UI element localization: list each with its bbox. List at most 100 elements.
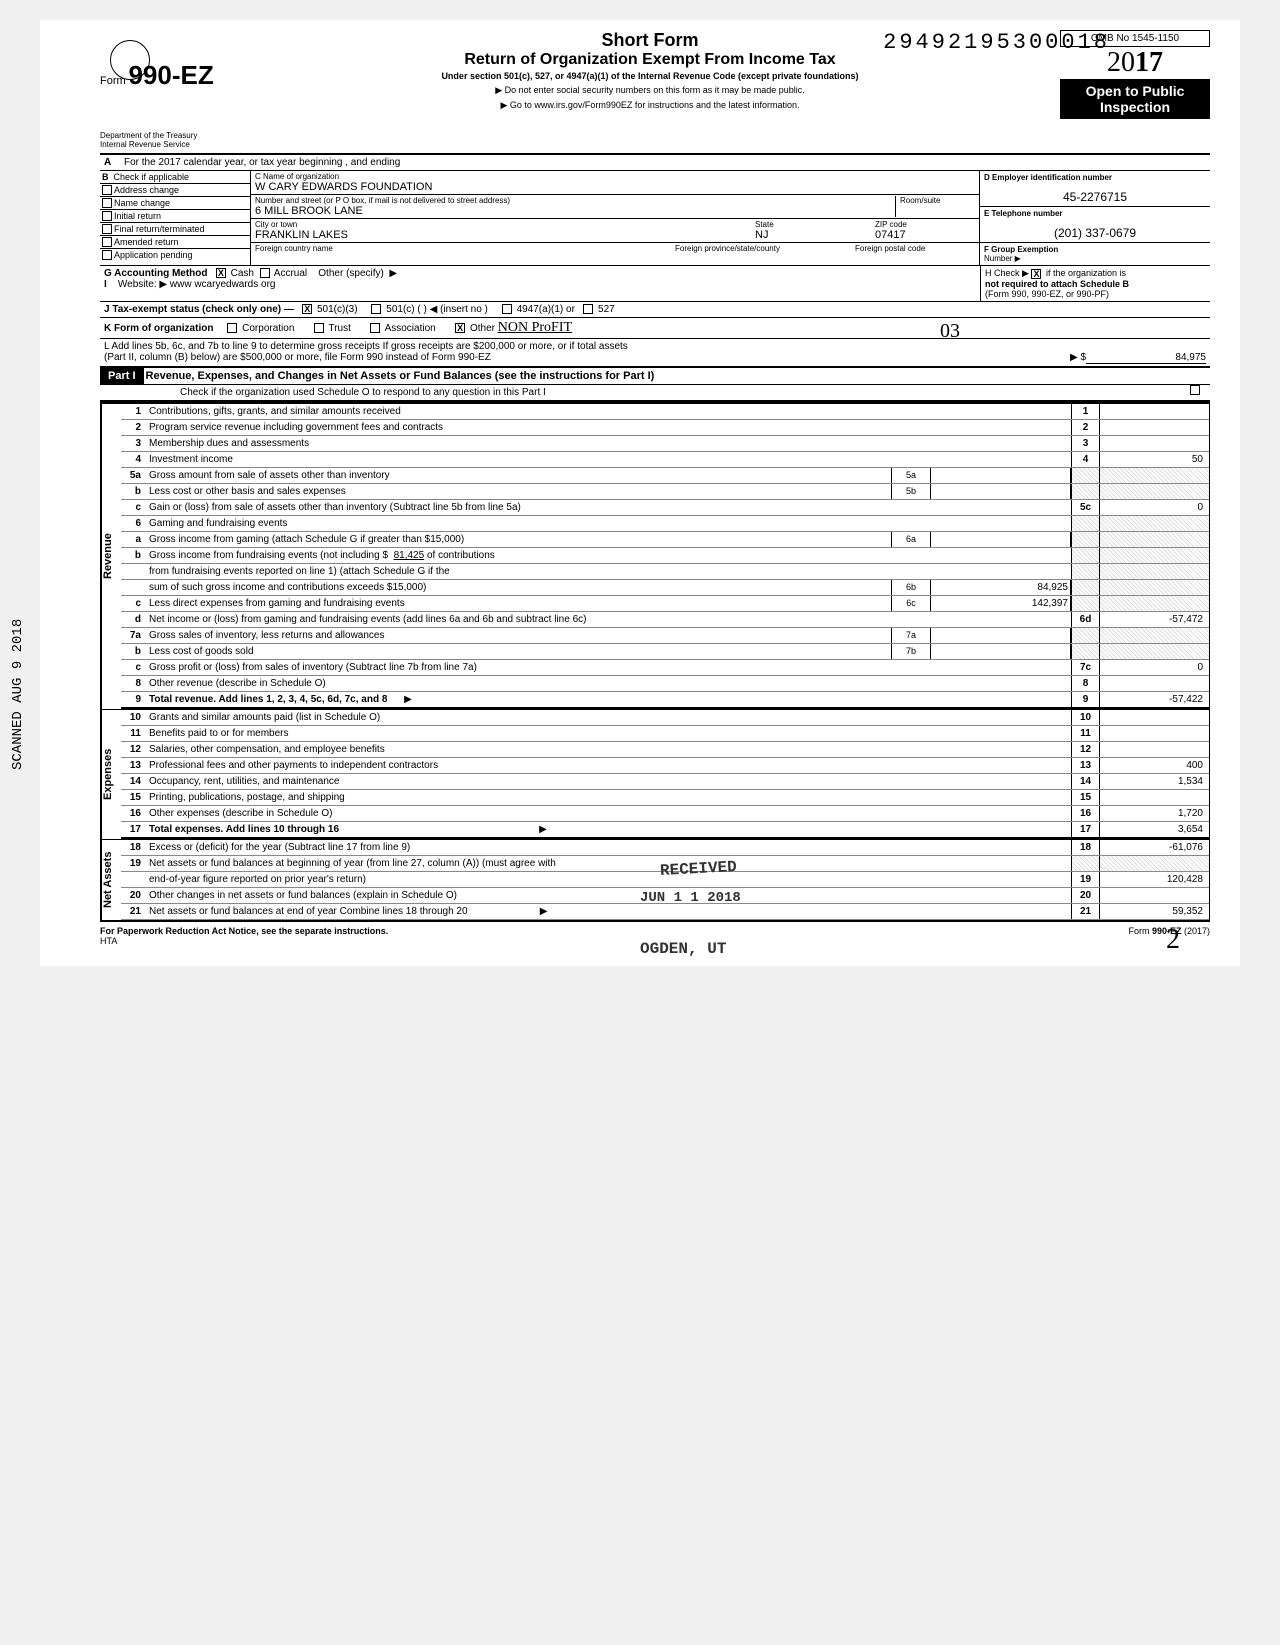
checkbox-accrual[interactable]	[260, 268, 270, 278]
checkbox-address-change[interactable]	[102, 185, 112, 195]
checkbox-final[interactable]	[102, 224, 112, 234]
revenue-section: Revenue 1Contributions, gifts, grants, a…	[100, 402, 1210, 710]
line-18-text: Excess or (deficit) for the year (Subtra…	[145, 840, 1071, 855]
j-4947: 4947(a)(1) or	[517, 304, 575, 315]
e-label: E Telephone number	[984, 209, 1206, 218]
part1-header-row: Part I Revenue, Expenses, and Changes in…	[100, 368, 1210, 385]
line-13-text: Professional fees and other payments to …	[145, 758, 1071, 773]
city-label: City or town	[255, 220, 755, 229]
checkbox-501c[interactable]	[371, 304, 381, 314]
l-text2: (Part II, column (B) below) are $500,000…	[104, 352, 1070, 364]
checkbox-assoc[interactable]	[370, 323, 380, 333]
section-h: H Check ▶ if the organization is not req…	[980, 266, 1210, 301]
g-other: Other (specify)	[318, 268, 384, 279]
f-label: F Group Exemption	[984, 245, 1206, 254]
h-t2: if the organization is	[1046, 268, 1126, 278]
inspection-text: Inspection	[1100, 99, 1170, 115]
stamp-date: JUN 1 1 2018	[640, 890, 741, 906]
cb-amended: Amended return	[114, 237, 179, 247]
line-a: A For the 2017 calendar year, or tax yea…	[100, 155, 1210, 171]
footer-hta: HTA	[100, 936, 117, 946]
checkbox-schedule-o[interactable]	[1190, 385, 1200, 395]
line-11-text: Benefits paid to or for members	[145, 726, 1071, 741]
line-5b-text: Less cost or other basis and sales expen…	[145, 484, 891, 499]
g-label: G Accounting Method	[104, 268, 208, 279]
stamp-ogden: OGDEN, UT	[640, 940, 726, 958]
line-j: J Tax-exempt status (check only one) — 5…	[100, 302, 1210, 318]
line-15-text: Printing, publications, postage, and shi…	[145, 790, 1071, 805]
checkbox-h[interactable]	[1031, 269, 1041, 279]
checkbox-527[interactable]	[583, 304, 593, 314]
k-handwritten: NON ProFIT	[498, 320, 572, 335]
line-1-text: Contributions, gifts, grants, and simila…	[145, 404, 1071, 419]
check-b-label: Check if applicable	[114, 172, 190, 182]
dln-number: 29492195300018	[883, 30, 1110, 55]
line-13-val: 400	[1099, 758, 1209, 773]
street-label: Number and street (or P O box, if mail i…	[255, 196, 895, 205]
handwritten-2: 2	[1166, 924, 1180, 956]
checkbox-cash[interactable]	[216, 268, 226, 278]
line-5c-val: 0	[1099, 500, 1209, 515]
line-16-text: Other expenses (describe in Schedule O)	[145, 806, 1071, 821]
j-501c3: 501(c)(3)	[317, 304, 358, 315]
fp-label: Foreign province/state/county	[675, 244, 855, 253]
line-6b-text: Gross income from fundraising events (no…	[145, 548, 1071, 563]
line-7b-text: Less cost of goods sold	[145, 644, 891, 659]
line-8-text: Other revenue (describe in Schedule O)	[145, 676, 1071, 691]
zip-label: ZIP code	[875, 220, 975, 229]
checkbox-4947[interactable]	[502, 304, 512, 314]
footer-left: For Paperwork Reduction Act Notice, see …	[100, 926, 388, 936]
line-12-text: Salaries, other compensation, and employ…	[145, 742, 1071, 757]
warning-text: Do not enter social security numbers on …	[505, 85, 805, 95]
line-9-val: -57,422	[1099, 692, 1209, 707]
expenses-section: Expenses 10Grants and similar amounts pa…	[100, 710, 1210, 840]
title-warning: ▶ Do not enter social security numbers o…	[250, 85, 1050, 96]
h-t3: not required to attach Schedule B	[985, 279, 1129, 289]
line-5a-text: Gross amount from sale of assets other t…	[145, 468, 891, 483]
col-c: C Name of organization W CARY EDWARDS FO…	[250, 171, 980, 265]
cb-pending: Application pending	[114, 250, 193, 260]
line-18-val: -61,076	[1099, 840, 1209, 855]
line-19a-text: Net assets or fund balances at beginning…	[145, 856, 1071, 871]
j-501c: 501(c) ( ) ◀ (insert no )	[386, 304, 488, 315]
col-def: D Employer identification number 45-2276…	[980, 171, 1210, 265]
checkbox-amended[interactable]	[102, 237, 112, 247]
checkbox-corp[interactable]	[227, 323, 237, 333]
checkbox-name-change[interactable]	[102, 198, 112, 208]
fc-label: Foreign country name	[255, 244, 675, 253]
line-7c-text: Gross profit or (loss) from sales of inv…	[145, 660, 1071, 675]
line-6a-text: Gross income from gaming (attach Schedul…	[145, 532, 891, 547]
checkbox-pending[interactable]	[102, 250, 112, 260]
h-t4: (Form 990, 990-EZ, or 990-PF)	[985, 289, 1109, 299]
line-6b-contrib: 81,425	[394, 550, 425, 561]
i-label: Website: ▶	[118, 279, 167, 290]
line-9-text: Total revenue. Add lines 1, 2, 3, 4, 5c,…	[149, 694, 387, 705]
line-20-text: Other changes in net assets or fund bala…	[145, 888, 1071, 903]
g-accrual: Accrual	[274, 268, 307, 279]
checkbox-trust[interactable]	[314, 323, 324, 333]
l-value: 84,975	[1086, 352, 1206, 364]
checkbox-other-org[interactable]	[455, 323, 465, 333]
checkbox-501c3[interactable]	[302, 304, 312, 314]
fpost-label: Foreign postal code	[855, 244, 975, 253]
line-19-val: 120,428	[1099, 872, 1209, 887]
c-name-label: C Name of organization	[255, 172, 975, 181]
zip-value: 07417	[875, 229, 975, 241]
line-7c-val: 0	[1099, 660, 1209, 675]
state-label: State	[755, 220, 875, 229]
l-arrow: ▶ $	[1070, 352, 1086, 364]
line-19b-text: end-of-year figure reported on prior yea…	[145, 872, 1071, 887]
k-corp: Corporation	[242, 323, 294, 334]
line-14-val: 1,534	[1099, 774, 1209, 789]
netassets-vlabel: Net Assets	[101, 840, 121, 920]
line-16-val: 1,720	[1099, 806, 1209, 821]
line-a-text: For the 2017 calendar year, or tax year …	[120, 155, 1210, 170]
handwritten-03: 03	[940, 320, 960, 343]
org-name: W CARY EDWARDS FOUNDATION	[255, 181, 975, 193]
col-b: B Check if applicable Address change Nam…	[100, 171, 250, 265]
checkbox-initial[interactable]	[102, 211, 112, 221]
recycle-icon	[110, 40, 150, 80]
cb-address: Address change	[114, 185, 179, 195]
website-value: www wcaryedwards org	[170, 279, 276, 290]
line-10-text: Grants and similar amounts paid (list in…	[145, 710, 1071, 725]
